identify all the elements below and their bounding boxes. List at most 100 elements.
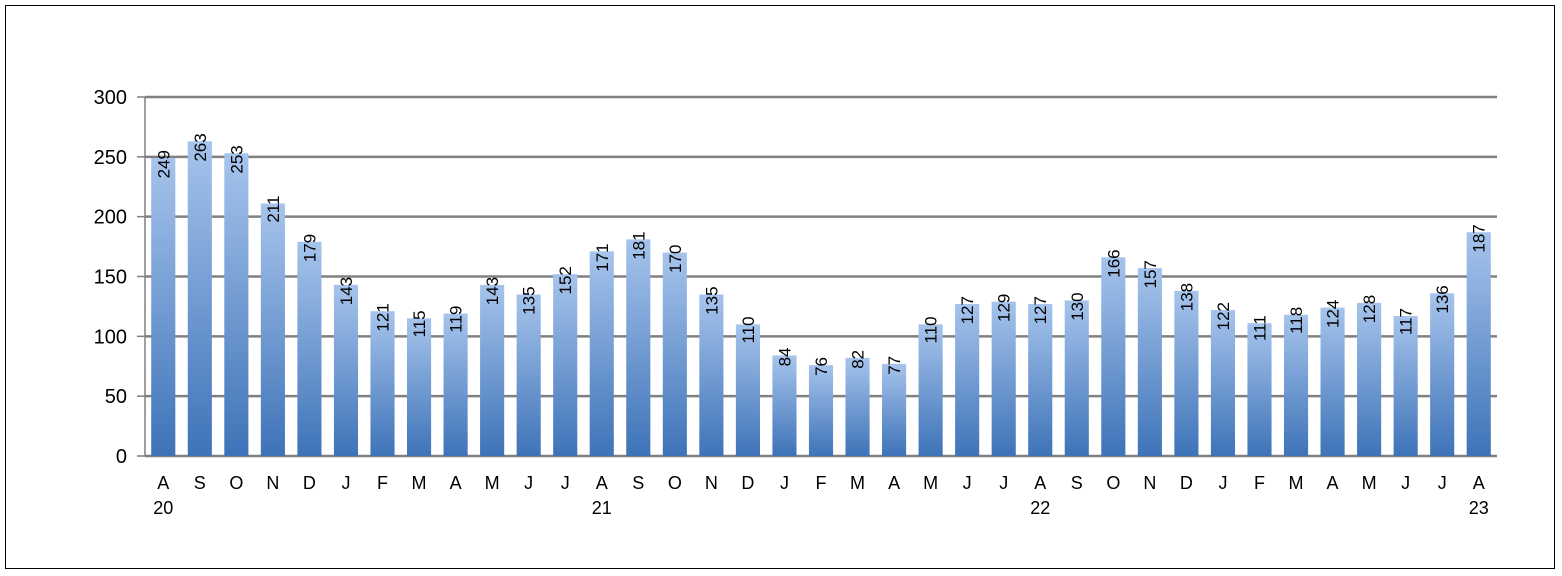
bar xyxy=(626,239,651,456)
data-label: 253 xyxy=(227,145,246,173)
x-tick-label: J xyxy=(341,473,350,493)
bar xyxy=(1357,302,1382,456)
y-tick-label: 150 xyxy=(94,267,127,289)
x-tick-label: N xyxy=(1143,473,1156,493)
data-label: 136 xyxy=(1433,285,1452,313)
x-tick-label: A xyxy=(1473,473,1485,493)
x-tick-label: S xyxy=(632,473,644,493)
x-year-label: 20 xyxy=(153,498,173,518)
data-label: 166 xyxy=(1104,249,1123,277)
data-label: 110 xyxy=(922,316,941,343)
data-label: 129 xyxy=(995,294,1014,322)
data-labels: 249 263 253 211 179 143 121 115 119 143 135 152 171 1… xyxy=(154,133,1488,376)
bar xyxy=(297,241,322,456)
x-tick-label: M xyxy=(1362,473,1377,493)
x-tick-label: J xyxy=(999,473,1008,493)
bar xyxy=(480,284,505,456)
data-label: 211 xyxy=(264,196,283,223)
y-tick-label: 250 xyxy=(94,147,127,169)
bar xyxy=(772,355,797,456)
gridlines xyxy=(137,95,1497,458)
y-tick-label: 300 xyxy=(94,87,127,109)
data-label: 143 xyxy=(483,277,502,305)
bar xyxy=(1283,314,1309,456)
data-label: 138 xyxy=(1177,283,1196,311)
data-label: 143 xyxy=(337,277,356,305)
x-tick-label: M xyxy=(412,473,427,493)
x-tick-label: M xyxy=(1289,473,1304,493)
x-tick-label: J xyxy=(963,473,972,493)
x-tick-label: J xyxy=(561,473,570,493)
bar xyxy=(955,304,980,456)
x-tick-label: A xyxy=(596,473,608,493)
x-tick-label: J xyxy=(1438,473,1447,493)
bar xyxy=(1210,310,1236,456)
bar xyxy=(882,363,907,456)
bar xyxy=(918,324,943,456)
data-label: 119 xyxy=(447,306,466,333)
data-label: 157 xyxy=(1141,260,1160,288)
bar xyxy=(1028,304,1053,456)
data-label: 127 xyxy=(1031,296,1050,324)
x-tick-label: A xyxy=(157,473,169,493)
bar xyxy=(224,153,249,456)
x-tick-label: N xyxy=(705,473,718,493)
data-label: 249 xyxy=(154,150,173,178)
x-tick-label: S xyxy=(1071,473,1083,493)
y-tick-label: 0 xyxy=(116,446,127,468)
data-label: 77 xyxy=(885,356,904,375)
bar xyxy=(151,158,176,456)
x-tick-label: A xyxy=(888,473,900,493)
x-tick-label: A xyxy=(450,473,462,493)
bar xyxy=(735,324,760,456)
data-label: 82 xyxy=(849,350,868,369)
bar xyxy=(1466,232,1491,456)
bar xyxy=(589,251,614,456)
x-tick-label: M xyxy=(850,473,865,493)
bars xyxy=(151,141,1491,456)
x-tick-label: J xyxy=(1218,473,1227,493)
bar xyxy=(699,294,724,456)
data-label: 181 xyxy=(629,231,648,259)
data-label: 263 xyxy=(191,133,210,161)
y-axis-ticks: 0 50 100 150 200 250 300 xyxy=(94,87,127,468)
bar xyxy=(406,318,432,456)
data-label: 187 xyxy=(1470,224,1489,252)
data-label: 127 xyxy=(958,296,977,324)
y-tick-label: 100 xyxy=(94,326,127,348)
y-tick-label: 50 xyxy=(105,386,127,408)
data-label: 110 xyxy=(739,316,758,343)
x-tick-label: N xyxy=(266,473,279,493)
bar xyxy=(845,357,870,456)
data-label: 135 xyxy=(702,286,721,314)
bar xyxy=(260,203,285,456)
bar xyxy=(1174,290,1199,456)
x-tick-label: J xyxy=(780,473,789,493)
x-year-label: 21 xyxy=(592,498,612,518)
data-label: 117 xyxy=(1397,308,1416,335)
data-label: 179 xyxy=(300,234,319,262)
bar xyxy=(662,252,687,456)
bar xyxy=(991,301,1016,456)
data-label: 128 xyxy=(1360,295,1379,323)
x-tick-label: O xyxy=(1106,473,1120,493)
data-label: 135 xyxy=(520,286,539,314)
bar xyxy=(1393,315,1418,456)
bar xyxy=(1137,268,1162,456)
data-label: 171 xyxy=(593,243,612,271)
data-label: 121 xyxy=(374,303,393,331)
x-tick-label: A xyxy=(1034,473,1046,493)
y-tick-label: 200 xyxy=(94,207,127,229)
x-tick-label: J xyxy=(1401,473,1410,493)
x-tick-label: F xyxy=(1254,473,1265,493)
x-tick-label: S xyxy=(194,473,206,493)
x-year-label: 22 xyxy=(1030,498,1050,518)
x-tick-label: A xyxy=(1327,473,1339,493)
x-tick-label: O xyxy=(668,473,682,493)
data-label: 118 xyxy=(1287,307,1306,334)
bar xyxy=(1247,323,1272,456)
bar xyxy=(1101,257,1126,456)
x-tick-label: M xyxy=(485,473,500,493)
x-tick-label: M xyxy=(923,473,938,493)
